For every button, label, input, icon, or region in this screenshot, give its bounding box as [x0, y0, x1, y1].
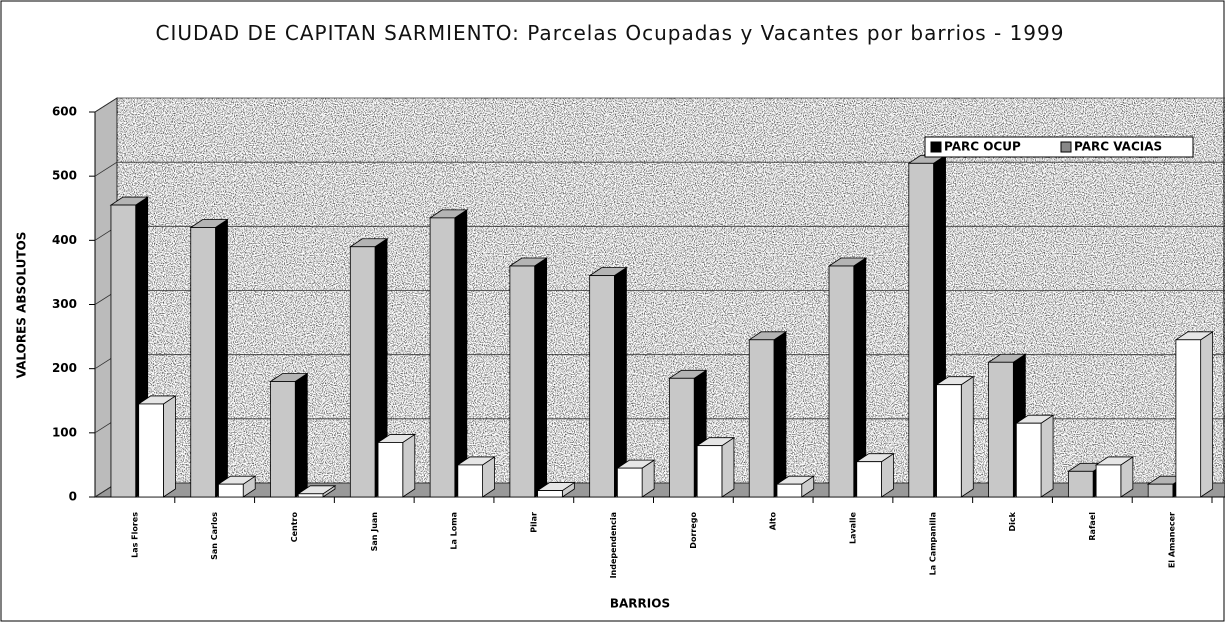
- x-tick-label: Centro: [290, 512, 299, 543]
- legend-swatch: [930, 141, 942, 153]
- bar: [457, 464, 483, 498]
- bar-side: [454, 209, 468, 498]
- bar: [1147, 483, 1174, 498]
- bar: [377, 442, 404, 498]
- legend-box: [924, 136, 1194, 158]
- floor: [93, 482, 1225, 498]
- bar: [349, 246, 376, 498]
- bar: [1175, 339, 1202, 498]
- y-tick-label: 300: [52, 297, 77, 311]
- bar: [270, 381, 296, 498]
- x-tick-label: Lavalle: [848, 511, 857, 544]
- grid-line: [94, 97, 1225, 113]
- bar: [1067, 470, 1094, 498]
- x-tick-label: El Amanecer: [1168, 512, 1177, 568]
- y-tick-label: 0: [69, 490, 77, 504]
- bar: [509, 265, 536, 498]
- x-tick-label: Las Flores: [130, 512, 139, 558]
- bar-side: [402, 433, 416, 498]
- bar: [589, 275, 615, 498]
- bar: [936, 384, 962, 498]
- y-tick-label: 600: [52, 105, 77, 119]
- y-tick-label: 500: [52, 169, 77, 183]
- grid-line: [94, 161, 1225, 177]
- y-tick-label: 400: [52, 233, 77, 247]
- bar: [669, 377, 695, 498]
- bar: [776, 483, 803, 498]
- x-tick-label: Pilar: [529, 512, 538, 533]
- x-tick-label: San Juan: [370, 512, 379, 552]
- x-axis-title: BARRIOS: [610, 597, 670, 611]
- bar: [1015, 422, 1042, 498]
- bar-side: [534, 257, 548, 498]
- legend-label: PARC OCUP: [944, 140, 1021, 154]
- bar: [218, 483, 244, 498]
- bar-side: [1200, 331, 1214, 498]
- chart-title: CIUDAD DE CAPITAN SARMIENTO: Parcelas Oc…: [155, 21, 1065, 45]
- legend-label: PARC VACIAS: [1074, 140, 1162, 154]
- bar: [297, 493, 324, 498]
- bar: [138, 403, 164, 498]
- bar: [537, 490, 563, 498]
- x-tick-label: Dorrego: [689, 512, 698, 549]
- bar-side: [215, 218, 228, 498]
- y-tick-label: 100: [52, 425, 77, 439]
- bar: [856, 461, 882, 498]
- bar-side: [163, 395, 176, 498]
- bar: [748, 339, 775, 498]
- x-tick-label: La Campanilla: [928, 512, 937, 575]
- bar-side: [721, 436, 735, 498]
- bar: [429, 217, 456, 498]
- y-tick-label: 200: [52, 361, 77, 375]
- bar: [908, 162, 934, 498]
- x-tick-label: Dick: [1008, 511, 1017, 531]
- bar: [696, 445, 723, 498]
- x-tick-label: Independencia: [609, 512, 618, 578]
- bar: [190, 227, 216, 498]
- bar-side: [1040, 414, 1054, 498]
- y-axis-title: VALORES ABSOLUTOS: [15, 232, 29, 379]
- bar-side: [294, 372, 308, 498]
- bar: [110, 204, 137, 498]
- x-tick-label: San Carlos: [210, 512, 219, 560]
- bar: [988, 361, 1014, 498]
- bar-side: [773, 331, 787, 498]
- bar-side: [960, 375, 974, 498]
- x-tick-label: Alto: [769, 512, 778, 531]
- x-tick-label: Rafael: [1088, 512, 1097, 541]
- bar: [1095, 464, 1122, 498]
- x-tick-label: La Loma: [450, 512, 459, 550]
- bar-side: [614, 266, 627, 498]
- legend-swatch: [1060, 141, 1072, 153]
- bar: [617, 467, 643, 498]
- bar: [828, 265, 855, 498]
